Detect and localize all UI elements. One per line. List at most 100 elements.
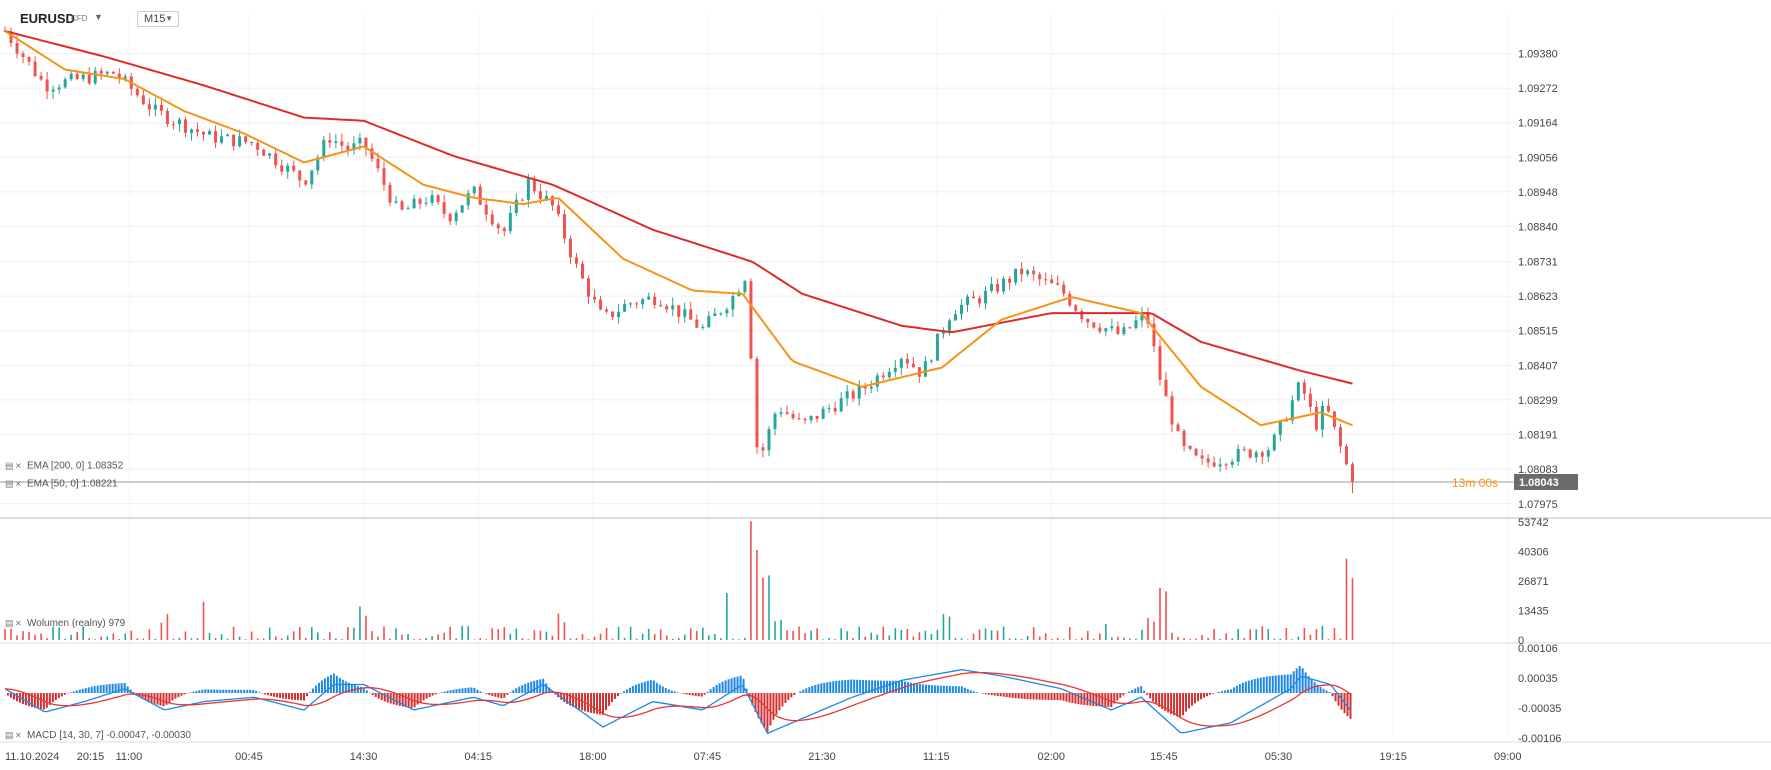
candle-body	[629, 303, 633, 305]
macd-tick-label: 0.00035	[1518, 673, 1558, 685]
candle-body	[310, 170, 314, 185]
time-tick-label: 05:30	[1265, 751, 1293, 763]
candle-body	[45, 79, 49, 92]
candle-body	[1236, 448, 1240, 462]
candle-body	[725, 309, 729, 314]
macd-signal-line	[4, 671, 1351, 727]
ema50-legend: EMA [50, 0] 1.08221	[27, 479, 118, 490]
candle-body	[1026, 270, 1030, 275]
macd-tick-label: 0.00106	[1518, 643, 1558, 655]
candle-body	[947, 320, 951, 332]
candle-body	[893, 367, 897, 372]
candle-body	[779, 412, 783, 414]
volume-tick-label: 53742	[1518, 517, 1549, 529]
time-tick-label: 14:30	[350, 751, 378, 763]
candle-body	[1272, 434, 1276, 451]
candle-body	[617, 311, 621, 318]
candle-body	[478, 186, 482, 205]
timeframe-label: M15	[144, 13, 166, 25]
candle-body	[490, 214, 494, 225]
symbol-name[interactable]: EURUSD	[20, 11, 75, 26]
candle-body	[1278, 420, 1282, 435]
candle-body	[1242, 448, 1246, 450]
candle-body	[719, 313, 723, 315]
candle-body	[544, 196, 548, 200]
time-tick-label: 02:00	[1038, 751, 1066, 763]
candle-body	[27, 56, 31, 62]
candle-body	[1080, 310, 1084, 319]
candle-body	[21, 53, 25, 57]
candle-body	[1110, 326, 1114, 329]
time-tick-label: 04:15	[464, 751, 492, 763]
candle-body	[635, 303, 639, 305]
candle-body	[1014, 268, 1018, 283]
candle-body	[845, 391, 849, 399]
candle-body	[1068, 293, 1072, 306]
candle-body	[773, 413, 777, 430]
candle-body	[1344, 446, 1348, 465]
candle-body	[1254, 452, 1258, 458]
candle-body	[683, 309, 687, 317]
candle-body	[1134, 320, 1138, 328]
candle-body	[574, 257, 578, 264]
candle-body	[1158, 346, 1162, 380]
candle-body	[935, 333, 939, 361]
candle-body	[81, 74, 85, 79]
candle-body	[340, 141, 344, 146]
price-tick-label: 1.08299	[1518, 395, 1558, 407]
candle-body	[761, 447, 765, 451]
candle-body	[1302, 382, 1306, 394]
price-tick-label: 1.08083	[1518, 464, 1558, 476]
candle-body	[496, 224, 500, 229]
candle-body	[214, 131, 218, 143]
candle-body	[785, 412, 789, 415]
candle-body	[171, 124, 175, 126]
candle-body	[484, 204, 488, 215]
candle-body	[1332, 411, 1336, 428]
chart-toolbar: EURUSD CFD ▼ M15 ▼	[0, 0, 400, 34]
timeframe-select[interactable]: M15 ▼	[137, 11, 179, 27]
candle-body	[1182, 430, 1186, 446]
price-tick-label: 1.09272	[1518, 83, 1558, 95]
candle-body	[707, 316, 711, 328]
time-tick-label: 00:45	[235, 751, 263, 763]
candle-body	[376, 158, 380, 169]
candle-body	[1206, 458, 1210, 463]
volume-tick-label: 0	[1518, 635, 1524, 647]
candle-body	[424, 202, 428, 204]
time-tick-label: 11:00	[116, 751, 143, 763]
price-tick-label: 1.08731	[1518, 256, 1558, 268]
candle-body	[665, 306, 669, 310]
candle-body	[827, 408, 831, 410]
candle-body	[394, 201, 398, 203]
candle-body	[833, 408, 837, 412]
candle-body	[33, 61, 37, 76]
candle-body	[1350, 464, 1354, 482]
candle-body	[929, 360, 933, 362]
candle-body	[99, 70, 103, 74]
candle-body	[418, 198, 422, 204]
time-tick-label: 09:00	[1494, 751, 1522, 763]
macd-tick-label: -0.00035	[1518, 703, 1561, 715]
candle-body	[972, 296, 976, 299]
candle-body	[147, 104, 151, 110]
candle-body	[1200, 455, 1204, 459]
candle-body	[15, 42, 19, 54]
candle-body	[159, 104, 163, 111]
candle-body	[887, 371, 891, 378]
candle-body	[990, 283, 994, 291]
candle-body	[556, 205, 560, 215]
ema200-line	[4, 30, 1353, 385]
candle-body	[875, 375, 879, 387]
candle-body	[189, 129, 193, 133]
time-tick-label: 18:00	[579, 751, 607, 763]
candle-body	[1044, 279, 1048, 281]
candle-body	[135, 88, 139, 96]
caret-down-icon[interactable]: ▼	[94, 12, 103, 22]
ema50-line	[4, 30, 1353, 427]
candle-body	[334, 141, 338, 143]
candle-body	[364, 137, 368, 149]
candle-body	[941, 331, 945, 334]
candle-body	[123, 76, 127, 79]
